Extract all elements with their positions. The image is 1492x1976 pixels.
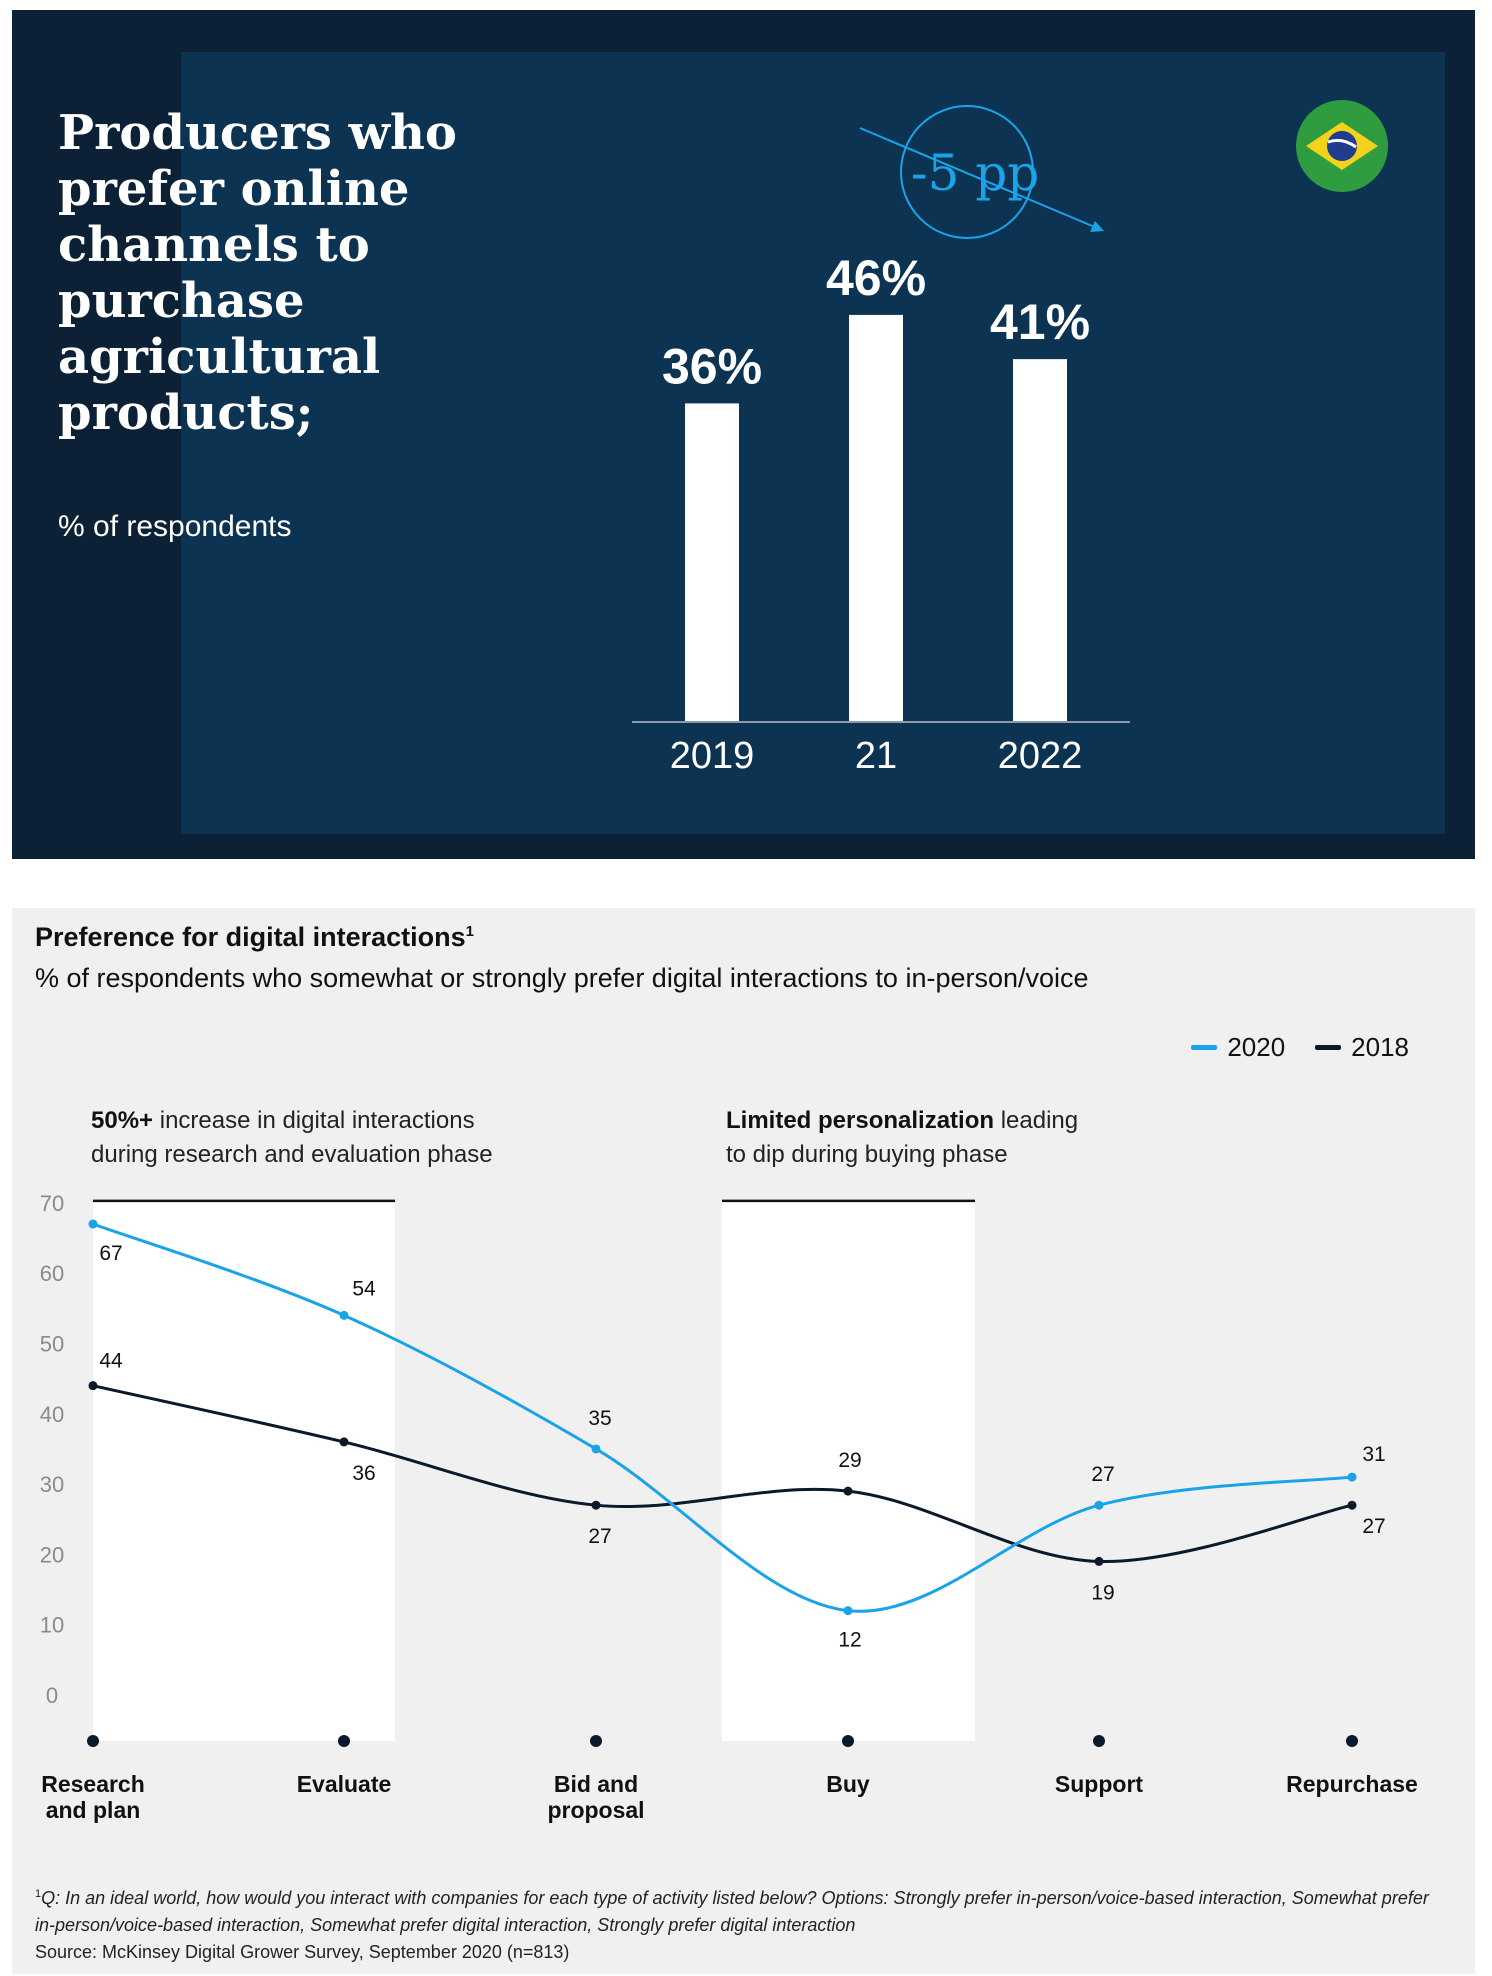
category-marker	[1093, 1735, 1105, 1747]
category-marker	[842, 1735, 854, 1747]
footnote-question: Q: In an ideal world, how would you inte…	[35, 1888, 1429, 1935]
data-point-2020	[339, 1310, 349, 1320]
x-tick-label: 2019	[670, 735, 755, 777]
data-label-2020: 31	[1362, 1443, 1385, 1466]
legend-label-2018: 2018	[1351, 1032, 1409, 1062]
x-tick-label: 2022	[998, 735, 1083, 777]
category-marker	[87, 1735, 99, 1747]
data-label-2018: 27	[588, 1525, 611, 1548]
data-label-2020: 54	[352, 1277, 376, 1300]
bar-value-label: 46%	[826, 250, 926, 306]
category-marker	[1346, 1735, 1358, 1747]
data-point-2018	[339, 1437, 349, 1447]
highlight-band	[93, 1200, 395, 1741]
data-label-2018: 29	[838, 1449, 861, 1472]
top-chart-title: Producers who prefer online channels to …	[58, 105, 457, 441]
callout-2-bold: Limited personalization	[726, 1107, 995, 1134]
line-chart: 0 10 20 30 40 50 60 70 44 36 27 29 19 27 67 54 35 12 27 31 R…	[40, 1191, 1418, 1823]
bar-value-label: 36%	[662, 338, 762, 394]
bottom-chart-title: Preference for digital interactions1	[35, 922, 474, 952]
footnote-source: Source: McKinsey Digital Grower Survey, …	[35, 1942, 570, 1962]
legend-swatch-2018	[1315, 1045, 1342, 1050]
x-category-label: Buy	[826, 1771, 870, 1797]
title-footnote-marker: 1	[465, 923, 474, 940]
data-label-2020: 35	[588, 1407, 611, 1430]
bar-2019	[685, 403, 739, 722]
x-category-label: Support	[1055, 1771, 1143, 1797]
callout-research-evaluation: 50%+ increase in digital interactions du…	[91, 1104, 493, 1172]
chart-legend: 2020 2018	[1191, 1032, 1409, 1063]
brazil-flag-icon	[1296, 100, 1388, 192]
series-line-2018	[92, 1384, 1353, 1563]
y-tick-label: 70	[40, 1191, 64, 1216]
change-annotation-circle	[900, 105, 1034, 239]
footnote: 1Q: In an ideal world, how would you int…	[35, 1881, 1445, 1966]
x-category-label: Evaluate	[297, 1771, 392, 1797]
category-marker	[338, 1735, 350, 1747]
data-label-2018: 27	[1362, 1515, 1385, 1538]
data-label-2018: 19	[1091, 1581, 1114, 1604]
y-tick-label: 10	[40, 1613, 64, 1638]
category-marker	[590, 1735, 602, 1747]
bar-21	[849, 314, 903, 722]
data-point-2020	[843, 1606, 853, 1616]
y-tick-label: 60	[40, 1261, 64, 1286]
data-point-2018	[1347, 1500, 1357, 1510]
legend-item-2018: 2018	[1315, 1032, 1409, 1063]
change-annotation: -5 pp	[859, 105, 1104, 239]
data-label-2020: 12	[838, 1629, 861, 1652]
callout-1-text: increase in digital interactions	[153, 1107, 475, 1134]
data-label-2018: 44	[99, 1350, 123, 1373]
callout-2-line2: to dip during buying phase	[726, 1141, 1008, 1168]
data-point-2020	[1347, 1472, 1357, 1482]
legend-label-2020: 2020	[1227, 1032, 1286, 1062]
legend-swatch-2020	[1191, 1045, 1218, 1050]
data-point-2018	[1094, 1556, 1104, 1566]
data-point-2018	[843, 1486, 853, 1496]
bottom-chart-subtitle: % of respondents who somewhat or strongl…	[35, 963, 1089, 993]
data-label-2020: 27	[1091, 1463, 1114, 1486]
y-tick-label: 0	[46, 1683, 58, 1708]
data-point-2020	[591, 1444, 601, 1454]
callout-1-line2: during research and evaluation phase	[91, 1141, 493, 1168]
callout-buying-phase: Limited personalization leading to dip d…	[726, 1104, 1078, 1172]
callout-1-bold: 50%+	[91, 1107, 154, 1134]
bottom-chart-panel: Preference for digital interactions1 % o…	[12, 908, 1475, 1974]
arrow-head-icon	[1090, 221, 1104, 232]
data-label-2020: 67	[99, 1242, 122, 1265]
top-bar-chart: 36% 2019 46% 21 41% 2022 -5 pp	[632, 100, 1388, 777]
top-chart-panel: Producers who prefer online channels to …	[12, 10, 1475, 859]
legend-item-2020: 2020	[1191, 1032, 1285, 1063]
top-chart-inner-panel	[181, 52, 1445, 834]
y-tick-label: 20	[40, 1542, 64, 1567]
data-point-2020	[88, 1219, 98, 1229]
data-label-2018: 36	[352, 1462, 375, 1485]
bar-2022	[1013, 359, 1067, 722]
change-arrow	[859, 127, 1098, 229]
y-tick-label: 50	[40, 1332, 64, 1357]
data-point-2020	[1094, 1500, 1104, 1510]
bar-value-label: 41%	[990, 294, 1090, 350]
highlight-band	[722, 1200, 975, 1741]
y-tick-label: 30	[40, 1472, 64, 1497]
data-point-2018	[88, 1381, 98, 1391]
x-category-label: Repurchase	[1286, 1771, 1418, 1797]
data-point-2018	[591, 1500, 601, 1510]
y-tick-label: 40	[40, 1402, 64, 1427]
footnote-marker: 1	[35, 1888, 42, 1900]
x-category-label: Research and plan	[41, 1771, 145, 1823]
x-tick-label: 21	[855, 735, 897, 777]
callout-2-text: leading	[994, 1107, 1079, 1134]
change-annotation-label: -5 pp	[911, 144, 1040, 202]
x-category-label: Bid and proposal	[547, 1771, 644, 1823]
series-line-2020	[92, 1222, 1353, 1613]
top-chart-subtitle: % of respondents	[58, 510, 292, 543]
